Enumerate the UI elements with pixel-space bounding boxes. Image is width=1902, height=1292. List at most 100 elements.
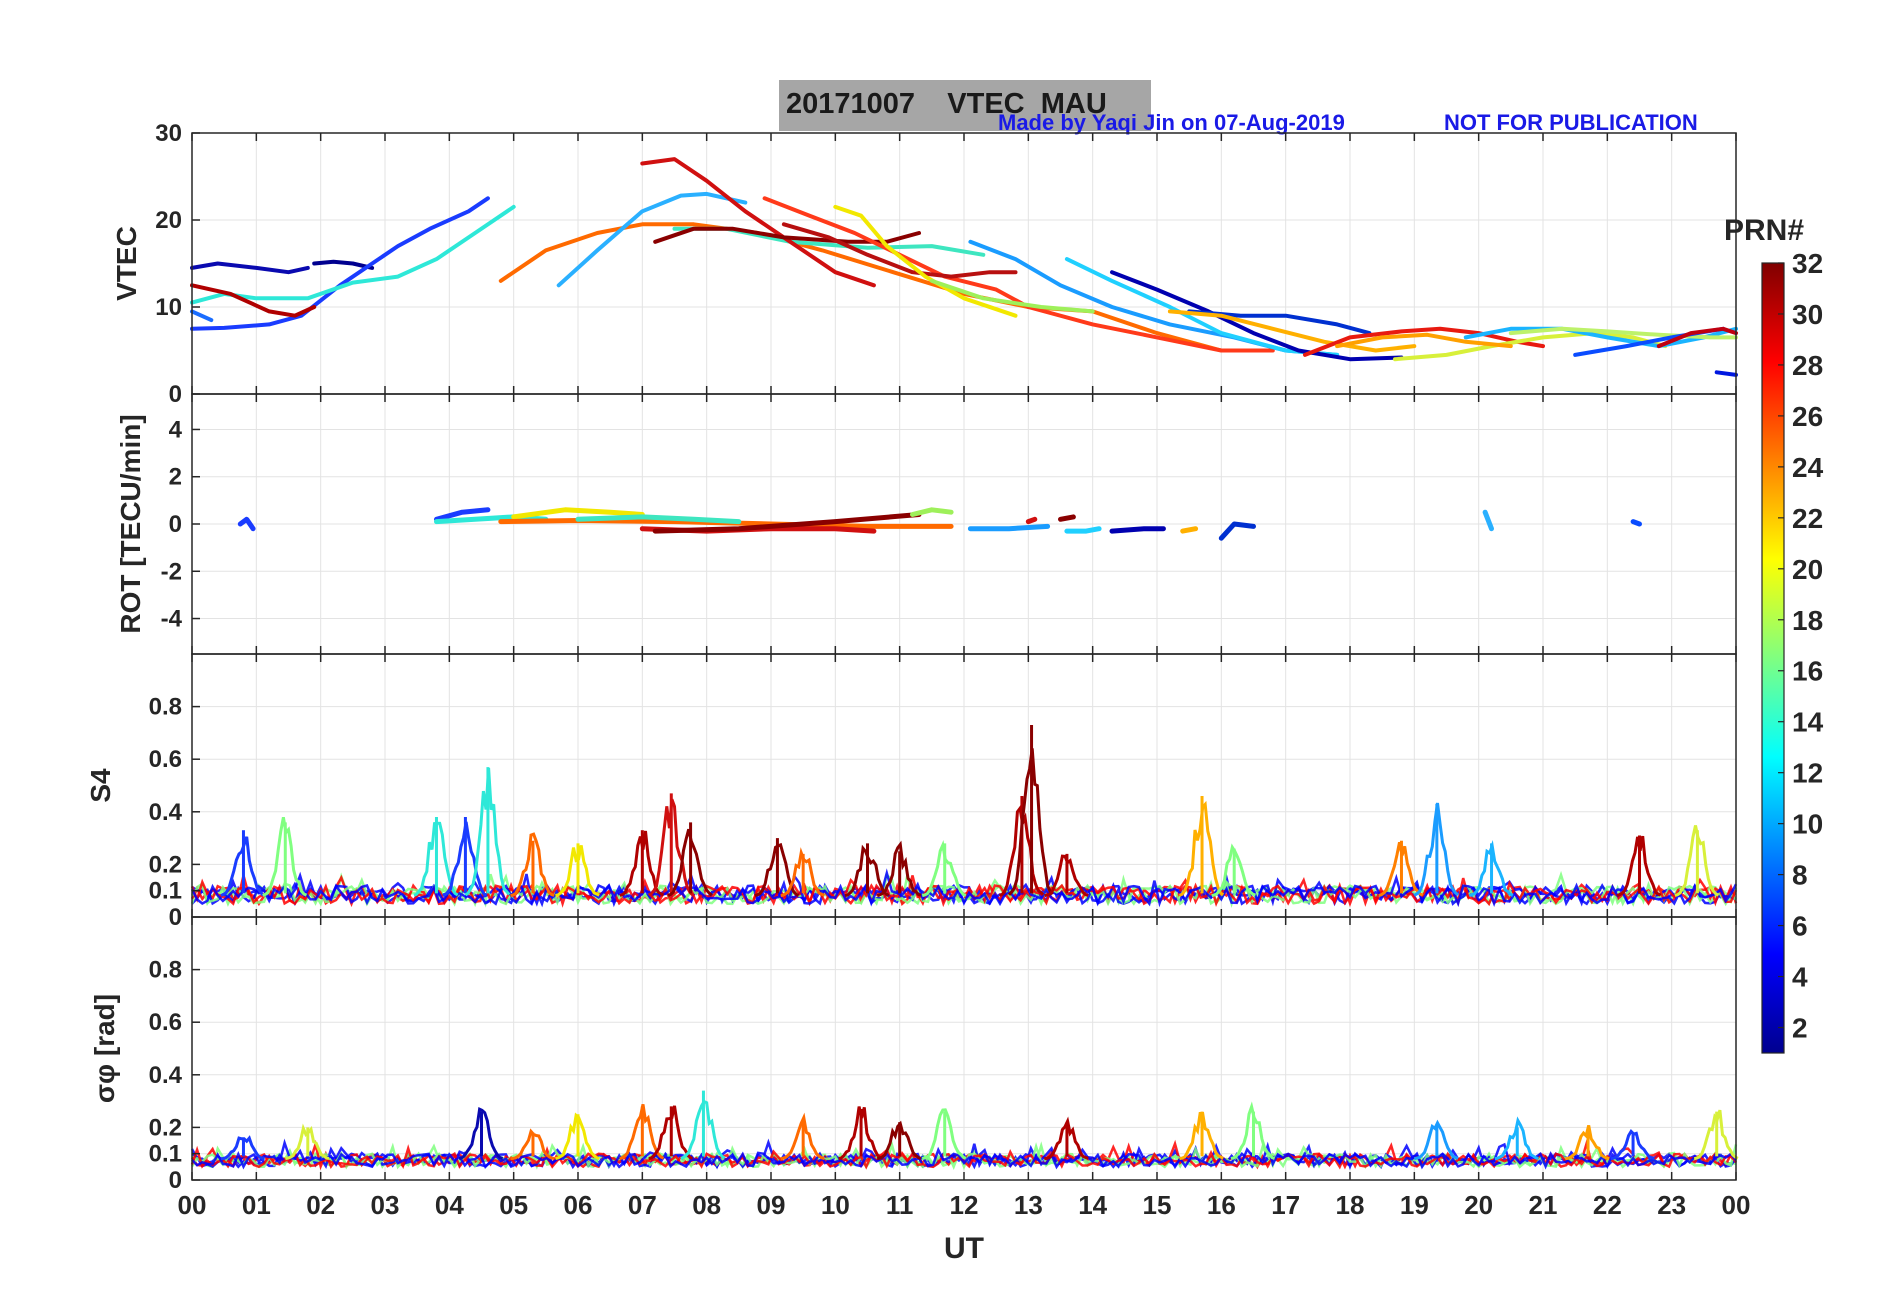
x-tick-label: 09 <box>757 1190 786 1220</box>
y-tick-label: -4 <box>161 606 183 633</box>
spike-trace <box>780 1112 825 1161</box>
x-tick-label: 02 <box>306 1190 335 1220</box>
x-tick-label: 00 <box>1722 1190 1751 1220</box>
series-line-prn-12 <box>434 514 549 525</box>
colorbar-tick-label: 22 <box>1792 503 1823 534</box>
y-tick-label: 0.2 <box>149 1114 182 1141</box>
series-line-prn-5 <box>1714 370 1738 377</box>
y-axis-label: ROT [TECU/min] <box>115 414 146 633</box>
title-date: 20171007 <box>786 88 916 120</box>
colorbar-tick-label: 32 <box>1792 248 1823 279</box>
y-tick-label: -2 <box>161 558 182 585</box>
colorbar <box>1761 262 1785 1054</box>
x-tick-label: 15 <box>1143 1190 1172 1220</box>
y-tick-label: 0.1 <box>149 1141 182 1168</box>
colorbar-tick-label: 24 <box>1792 452 1824 483</box>
colorbar-tick-label: 18 <box>1792 605 1823 636</box>
series-line-prn-32 <box>652 512 922 534</box>
x-tick-label: 19 <box>1400 1190 1429 1220</box>
x-tick-label: 11 <box>886 1190 914 1220</box>
x-tick-label: 10 <box>821 1190 850 1220</box>
x-tick-label: 06 <box>564 1190 593 1220</box>
y-tick-label: 0.6 <box>149 746 182 773</box>
y-tick-label: 0.2 <box>149 851 182 878</box>
series-line-prn-6 <box>1218 521 1256 541</box>
series-line-prn-21 <box>1180 526 1199 534</box>
series-line-prn-30 <box>1025 516 1038 525</box>
x-axis-label: UT <box>944 1232 984 1265</box>
series-line-prn-11 <box>556 191 748 288</box>
y-tick-label: 0 <box>169 511 182 538</box>
y-axis-label: σφ [rad] <box>89 994 120 1103</box>
series-line-prn-3 <box>1109 526 1166 534</box>
s4-panel <box>190 653 1738 918</box>
y-tick-label: 0 <box>169 1167 182 1194</box>
x-tick-label: 14 <box>1078 1190 1107 1220</box>
series-line-prn-21 <box>1167 309 1417 353</box>
x-tick-label: 18 <box>1336 1190 1365 1220</box>
colorbar-tick-label: 4 <box>1792 962 1808 993</box>
series-line-prn-8 <box>1630 519 1642 527</box>
colorbar-tick-label: 30 <box>1792 299 1823 330</box>
series-line-prn-22 <box>1335 332 1513 349</box>
colorbar-tick-label: 20 <box>1792 554 1823 585</box>
not-for-publication-text: NOT FOR PUBLICATION <box>1444 110 1698 135</box>
series-line-prn-11 <box>1482 509 1494 532</box>
y-tick-label: 20 <box>155 207 182 234</box>
series-line-prn-12 <box>190 204 516 305</box>
vtec-panel <box>190 132 1738 395</box>
noise-trace <box>191 1142 1738 1171</box>
y-tick-label: 0.4 <box>149 1062 183 1089</box>
spike-trace <box>921 1108 967 1161</box>
y-tick-label: 0.4 <box>149 799 183 826</box>
spike-trace <box>458 1106 504 1161</box>
sigma_phi-panel <box>190 916 1739 1181</box>
series-line-prn-13 <box>1064 526 1102 534</box>
colorbar-tick-label: 10 <box>1792 809 1823 840</box>
x-tick-label: 23 <box>1657 1190 1686 1220</box>
colorbar-tick-label: 6 <box>1792 911 1808 942</box>
series-line-prn-1 <box>190 261 310 275</box>
y-tick-label: 0.8 <box>149 957 182 984</box>
series-line-prn-31 <box>1656 326 1738 349</box>
colorbar-tick-label: 16 <box>1792 656 1823 687</box>
x-tick-label: 16 <box>1207 1190 1236 1220</box>
colorbar-tick-label: 8 <box>1792 860 1808 891</box>
spike-trace <box>876 840 922 898</box>
y-tick-label: 0.1 <box>149 878 182 905</box>
series-line-prn-14 <box>575 514 742 525</box>
x-tick-label: 08 <box>692 1190 721 1220</box>
series-line-prn-27 <box>762 196 1275 353</box>
x-tick-label: 04 <box>435 1190 464 1220</box>
series-line-prn-18 <box>1393 331 1668 362</box>
y-tick-label: 0 <box>169 904 182 931</box>
x-tick-label: 21 <box>1529 1190 1558 1220</box>
colorbar-tick-label: 26 <box>1792 401 1823 432</box>
series-line-prn-4 <box>237 516 256 532</box>
series-line-prn-32 <box>1058 514 1076 522</box>
colorbar-tick-label: 14 <box>1792 707 1824 738</box>
series-line-prn-7 <box>190 309 214 323</box>
x-tick-label: 12 <box>950 1190 979 1220</box>
title-text: 20171007 VTEC MAU <box>786 88 1107 121</box>
colorbar-tick-label: 12 <box>1792 758 1823 789</box>
series-line-prn-19 <box>511 507 645 520</box>
x-tick-label: 03 <box>371 1190 400 1220</box>
x-tick-label: 22 <box>1593 1190 1622 1220</box>
title-box <box>779 80 1151 131</box>
spike-trace <box>510 832 555 898</box>
series-line-prn-17 <box>1508 326 1738 340</box>
y-tick-label: 30 <box>155 120 182 147</box>
series-line-prn-2 <box>312 259 375 270</box>
colorbar-tick-label: 2 <box>1792 1013 1808 1044</box>
x-tick-label: 01 <box>242 1190 271 1220</box>
series-line-prn-3 <box>1110 270 1404 362</box>
series-line-prn-10 <box>967 523 1051 532</box>
credit-text: Made by Yaqi Jin on 07-Aug-2019 <box>998 110 1345 135</box>
x-tick-label: 05 <box>499 1190 528 1220</box>
noise-trace <box>191 1138 1737 1170</box>
y-tick-label: 4 <box>169 416 183 443</box>
rot-panel <box>191 393 1737 655</box>
x-tick-label: 20 <box>1464 1190 1493 1220</box>
